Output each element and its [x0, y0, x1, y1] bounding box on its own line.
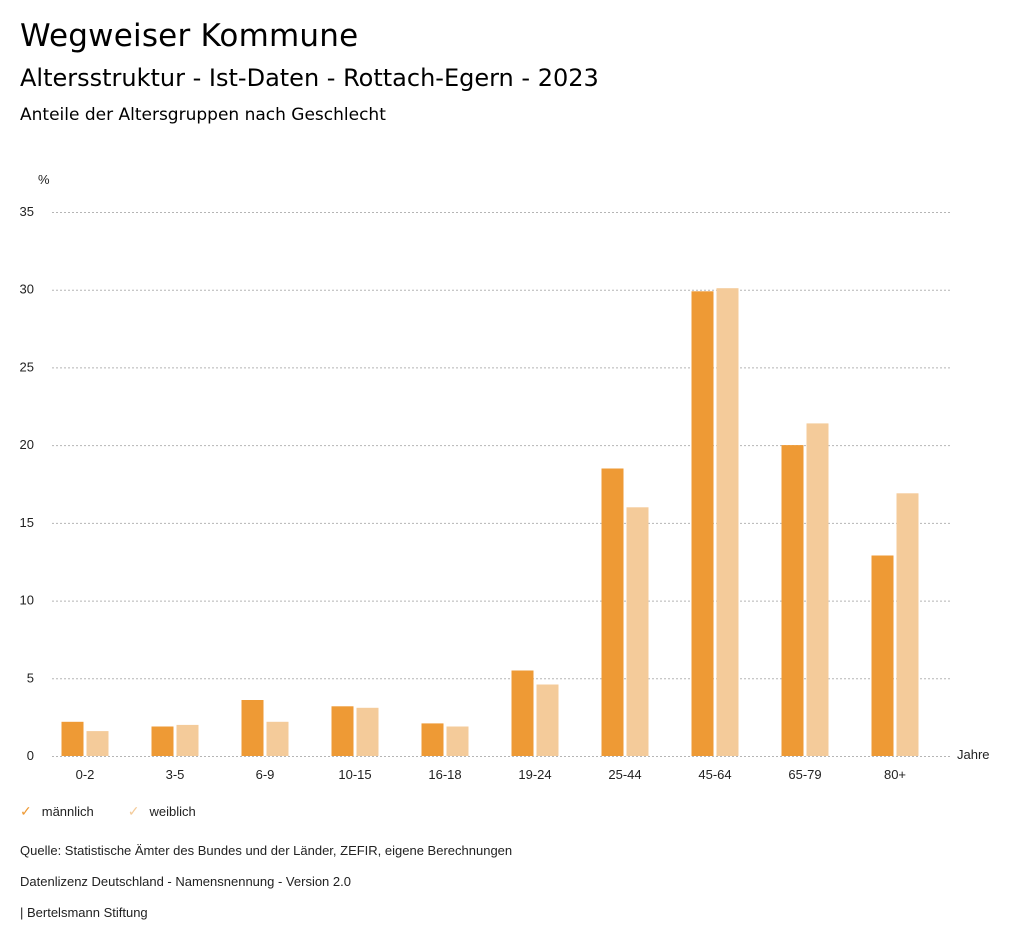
y-tick-label: 35 — [20, 204, 34, 219]
y-axis-ticks: 0 5 10 15 20 25 30 35 — [20, 204, 34, 763]
x-tick-label: 19-24 — [518, 767, 551, 782]
x-tick-label: 80+ — [884, 767, 906, 782]
y-tick-label: 25 — [20, 359, 34, 374]
bar-weiblich-10-15[interactable] — [356, 707, 379, 756]
x-tick-label: 16-18 — [428, 767, 461, 782]
legend: ✓ männlich ✓ weiblich — [20, 803, 230, 820]
y-tick-label: 0 — [27, 748, 34, 763]
x-tick-label: 10-15 — [338, 767, 371, 782]
y-tick-label: 5 — [27, 670, 34, 685]
bar-maennlich-0-2[interactable] — [61, 721, 84, 756]
checkmark-icon: ✓ — [127, 803, 140, 819]
x-tick-label: 3-5 — [166, 767, 185, 782]
x-axis-label: Jahre — [957, 747, 990, 762]
bar-maennlich-16-18[interactable] — [421, 723, 444, 756]
bar-weiblich-45-64[interactable] — [716, 288, 739, 756]
bar-weiblich-65-79[interactable] — [806, 423, 829, 756]
legend-item-weiblich[interactable]: ✓ weiblich — [128, 803, 196, 820]
bar-maennlich-25-44[interactable] — [601, 468, 624, 757]
y-tick-label: 15 — [20, 515, 34, 530]
bar-maennlich-19-24[interactable] — [511, 670, 534, 757]
y-axis-label: % — [38, 172, 50, 187]
bar-maennlich-45-64[interactable] — [691, 291, 714, 756]
x-tick-label: 0-2 — [76, 767, 95, 782]
x-tick-label: 25-44 — [608, 767, 641, 782]
y-tick-label: 30 — [20, 282, 34, 297]
bars — [61, 288, 919, 757]
y-tick-label: 20 — [20, 437, 34, 452]
bar-maennlich-3-5[interactable] — [151, 726, 174, 757]
app-title: Wegweiser Kommune — [20, 18, 359, 54]
legend-label: männlich — [41, 804, 94, 819]
bar-chart: 0 5 10 15 20 25 30 35 0-2 3-5 6-9 10-15 16-18 19-24 2… — [20, 172, 990, 782]
chart-subtitle: Altersstruktur - Ist-Daten - Rottach-Ege… — [20, 64, 599, 92]
bar-weiblich-16-18[interactable] — [446, 726, 469, 757]
bar-maennlich-80+[interactable] — [871, 555, 894, 757]
x-tick-label: 65-79 — [788, 767, 821, 782]
checkmark-icon: ✓ — [20, 803, 32, 819]
credit-note: | Bertelsmann Stiftung — [20, 905, 148, 920]
bar-weiblich-25-44[interactable] — [626, 507, 649, 756]
chart-title: Anteile der Altersgruppen nach Geschlech… — [20, 105, 386, 125]
bar-maennlich-65-79[interactable] — [781, 445, 804, 756]
legend-label: weiblich — [149, 804, 196, 819]
bar-weiblich-6-9[interactable] — [266, 721, 289, 756]
legend-item-maennlich[interactable]: ✓ männlich — [20, 803, 94, 820]
license-note: Datenlizenz Deutschland - Namensnennung … — [20, 874, 351, 889]
x-axis-ticks: 0-2 3-5 6-9 10-15 16-18 19-24 25-44 45-64 65-79 8… — [76, 767, 906, 782]
bar-weiblich-80+[interactable] — [896, 493, 919, 756]
bar-weiblich-0-2[interactable] — [86, 731, 109, 756]
y-tick-label: 10 — [20, 593, 34, 608]
x-tick-label: 6-9 — [256, 767, 275, 782]
source-note: Quelle: Statistische Ämter des Bundes un… — [20, 843, 513, 858]
bar-weiblich-3-5[interactable] — [176, 724, 199, 756]
x-tick-label: 45-64 — [698, 767, 731, 782]
bar-maennlich-6-9[interactable] — [241, 700, 264, 756]
bar-maennlich-10-15[interactable] — [331, 706, 354, 756]
bar-weiblich-19-24[interactable] — [536, 684, 559, 757]
